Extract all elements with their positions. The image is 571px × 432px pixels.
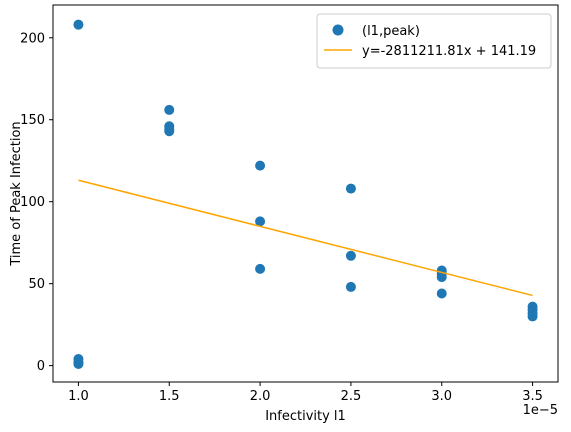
legend-marker-scatter: [332, 24, 344, 36]
data-point: [345, 250, 356, 261]
x-tick-label: 2.0: [250, 389, 271, 404]
x-tick-label: 2.5: [341, 389, 362, 404]
x-tick-label: 3.0: [431, 389, 452, 404]
x-tick-label: 1.0: [68, 389, 89, 404]
x-axis-ticks: 1.0 1.5 2.0 2.5 3.0 3.5: [68, 382, 543, 404]
data-point: [436, 288, 447, 299]
y-tick-label: 100: [20, 195, 45, 210]
data-point: [527, 311, 538, 322]
data-point: [164, 126, 175, 137]
data-point: [255, 160, 266, 171]
y-tick-label: 200: [20, 31, 45, 46]
x-tick-label: 1.5: [159, 389, 180, 404]
y-tick-label: 50: [28, 277, 45, 292]
x-tick-label: 3.5: [522, 389, 543, 404]
y-tick-label: 150: [20, 113, 45, 128]
data-point: [73, 358, 84, 369]
legend: (l1,peak) y=-2811211.81x + 141.19: [316, 13, 552, 69]
fit-line: [78, 179, 533, 297]
legend-label-line: y=-2811211.81x + 141.19: [362, 44, 536, 59]
y-axis-ticks: 0 50 100 150 200: [20, 31, 53, 374]
y-axis-title: Time of Peak Infection: [9, 121, 24, 266]
series-layer: [73, 19, 538, 369]
data-point: [436, 272, 447, 283]
legend-box: [316, 13, 552, 69]
data-point: [345, 183, 356, 194]
x-offset-text: 1e−5: [523, 403, 558, 418]
data-point: [164, 104, 175, 115]
legend-label-scatter: (l1,peak): [362, 24, 420, 39]
data-point: [255, 263, 266, 274]
plot-frame: [52, 4, 559, 383]
x-axis-title: Infectivity l1: [265, 409, 346, 424]
y-tick-label: 0: [37, 359, 45, 374]
data-point: [255, 216, 266, 227]
data-point: [345, 281, 356, 292]
data-point: [73, 19, 84, 30]
